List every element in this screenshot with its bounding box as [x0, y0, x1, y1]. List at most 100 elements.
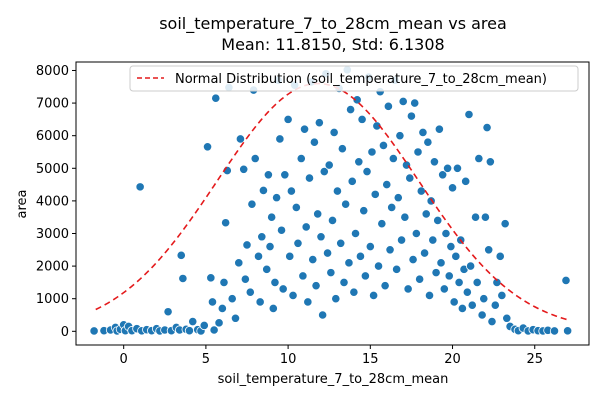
- scatter-point: [408, 254, 418, 265]
- y-tick-label: 0: [61, 325, 69, 340]
- scatter-point: [278, 284, 288, 294]
- scatter-point: [250, 153, 260, 164]
- scatter-point: [406, 111, 417, 121]
- scatter-point: [484, 245, 494, 255]
- scatter-point: [438, 170, 448, 180]
- scatter-point: [360, 271, 370, 281]
- scatter-point: [255, 297, 265, 307]
- y-tick-label: 3000: [36, 227, 69, 242]
- scatter-point: [403, 284, 413, 294]
- scatter-point: [247, 199, 257, 209]
- scatter-point: [280, 170, 290, 180]
- scatter-point: [470, 212, 481, 222]
- scatter-point: [332, 186, 343, 196]
- scatter-point: [385, 245, 395, 255]
- scatter-point: [235, 134, 246, 144]
- scatter-point: [461, 176, 471, 186]
- normal-curve-layer: [95, 82, 568, 321]
- scatter-point: [377, 219, 387, 229]
- scatter-point: [428, 235, 438, 245]
- scatter-point: [163, 307, 173, 317]
- scatter-point: [479, 294, 489, 304]
- scatter-point: [452, 163, 463, 173]
- chart-title: soil_temperature_7_to_28cm_mean vs area: [159, 14, 507, 34]
- x-tick-label: 0: [120, 352, 128, 367]
- scatter-point: [303, 297, 313, 307]
- scatter-point: [487, 316, 497, 327]
- scatter-point: [329, 127, 339, 138]
- scatter-point: [253, 251, 264, 261]
- scatter-point: [490, 300, 500, 310]
- scatter-point: [316, 232, 326, 242]
- scatter-point: [331, 294, 341, 304]
- scatter-point: [304, 173, 315, 183]
- scatter-point: [441, 228, 451, 239]
- scatter-point: [336, 238, 346, 248]
- legend: Normal Distribution (soil_temperature_7_…: [129, 65, 579, 92]
- scatter-point: [462, 287, 472, 297]
- y-tick-label: 4000: [36, 194, 69, 209]
- scatter-point: [327, 215, 338, 226]
- y-axis: 0 1000 2000 3000 4000 5000 6000 7000 8000: [36, 64, 76, 340]
- scatter-point: [359, 206, 369, 216]
- scatter-point: [242, 240, 252, 250]
- scatter-point: [202, 142, 213, 152]
- x-tick-label: 5: [202, 352, 210, 367]
- scatter-point: [480, 212, 491, 222]
- scatter-point: [369, 290, 379, 301]
- scatter-point: [449, 297, 459, 307]
- scatter-point: [466, 261, 476, 271]
- scatter-point: [349, 287, 359, 297]
- scatter-point: [240, 274, 250, 284]
- scatter-point: [178, 273, 188, 284]
- scatter-point: [184, 326, 195, 336]
- scatter-point: [561, 275, 571, 286]
- scatter-point: [286, 186, 296, 196]
- scatter-point: [288, 290, 298, 301]
- scatter-point: [444, 271, 454, 281]
- scatter-point: [415, 274, 425, 284]
- scatter-point: [365, 241, 375, 252]
- scatter-point: [380, 281, 390, 291]
- y-tick-label: 2000: [36, 260, 69, 275]
- scatter-point: [436, 258, 446, 268]
- scatter-point: [311, 281, 321, 291]
- scatter-point: [388, 153, 398, 164]
- scatter-point: [387, 202, 397, 213]
- scatter-point: [500, 219, 510, 229]
- scatter-point: [439, 284, 449, 294]
- scatter-point: [482, 122, 492, 133]
- scatter-point: [89, 326, 99, 336]
- scatter-point: [411, 228, 421, 239]
- scatter-point: [451, 251, 461, 261]
- scatter-point: [206, 273, 216, 283]
- scatter-point: [296, 153, 306, 164]
- y-tick-label: 8000: [36, 64, 69, 79]
- scatter-point: [378, 140, 389, 151]
- scatter-point: [354, 157, 364, 167]
- y-tick-label: 7000: [36, 97, 69, 112]
- scatter-point: [467, 300, 477, 310]
- scatter-point: [352, 95, 362, 105]
- legend-box: [129, 65, 579, 92]
- scatter-point: [429, 157, 440, 167]
- legend-label: Normal Distribution (soil_temperature_7_…: [175, 72, 547, 87]
- scatter-point: [472, 277, 482, 287]
- scatter-point: [549, 326, 560, 336]
- scatter-point: [431, 268, 441, 278]
- scatter-point: [492, 277, 502, 287]
- scatter-point: [263, 170, 273, 180]
- scatter-point: [308, 254, 318, 265]
- scatter-point: [421, 209, 431, 219]
- scatter-point: [497, 290, 507, 301]
- scatter-point: [262, 264, 272, 274]
- scatter-point: [362, 166, 372, 177]
- scatter-point: [392, 264, 402, 274]
- scatter-point: [477, 310, 487, 320]
- scatter-point: [318, 310, 328, 320]
- scatter-point: [276, 225, 287, 235]
- scatter-point: [446, 241, 456, 252]
- scatter-point: [299, 124, 310, 134]
- scatter-point: [217, 303, 227, 314]
